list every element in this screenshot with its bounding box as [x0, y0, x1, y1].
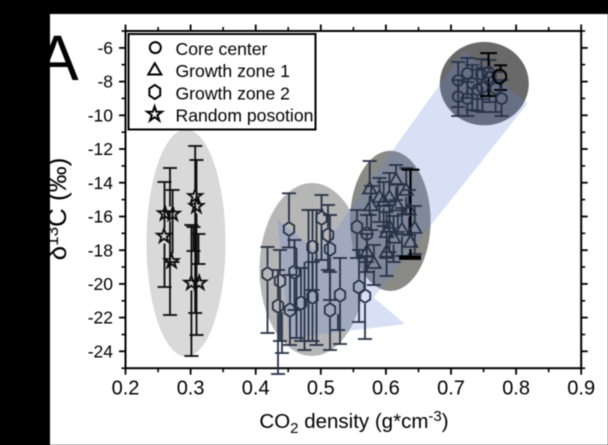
svg-text:Growth zone 2: Growth zone 2 — [176, 83, 290, 103]
svg-text:Core center: Core center — [176, 39, 268, 59]
svg-text:0.2: 0.2 — [112, 378, 140, 400]
svg-text:-6: -6 — [97, 38, 113, 58]
svg-text:-20: -20 — [88, 274, 114, 294]
svg-text:CO2 density (g*cm-3): CO2 density (g*cm-3) — [259, 408, 448, 437]
svg-text:Random posotion: Random posotion — [176, 105, 314, 125]
svg-text:-22: -22 — [88, 308, 113, 328]
svg-text:-10: -10 — [88, 105, 114, 125]
svg-text:-14: -14 — [88, 173, 114, 193]
svg-text:Growth zone 1: Growth zone 1 — [176, 61, 290, 81]
svg-text:0.5: 0.5 — [307, 378, 335, 400]
svg-text:0.6: 0.6 — [372, 378, 400, 400]
svg-text:-18: -18 — [88, 240, 113, 260]
svg-text:0.4: 0.4 — [242, 378, 270, 400]
svg-text:0.8: 0.8 — [502, 378, 530, 400]
svg-text:0.7: 0.7 — [437, 378, 465, 400]
svg-text:-16: -16 — [88, 207, 113, 227]
svg-text:0.3: 0.3 — [177, 378, 205, 400]
svg-text:0.9: 0.9 — [567, 378, 595, 400]
svg-text:-8: -8 — [97, 72, 113, 92]
svg-text:-24: -24 — [88, 341, 114, 361]
svg-text:-12: -12 — [88, 139, 113, 159]
